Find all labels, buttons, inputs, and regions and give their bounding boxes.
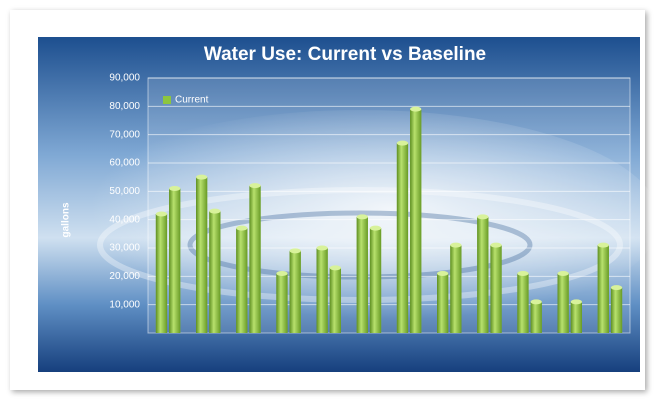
bar-shade [209,211,221,333]
bar-cap [356,214,368,220]
y-tick-label: 10,000 [109,299,140,310]
bar-cap [597,242,609,248]
bar-shade [369,228,382,333]
bar-cap [410,106,422,112]
bar-cap [249,183,261,189]
bar-cap [557,271,569,276]
y-tick-label: 50,000 [109,186,140,197]
bar-cap [155,211,168,217]
bar-shade [236,228,248,333]
bar-shade [196,177,208,333]
bar-shade [490,245,502,333]
y-tick-label: 60,000 [109,158,140,169]
bar-cap [236,225,248,231]
y-tick-label: 90,000 [109,73,140,84]
bar-cap [196,174,208,180]
bar-cap [530,299,542,305]
y-tick-label: 20,000 [109,271,140,282]
bar-shade [155,214,168,333]
bar-shade [557,273,569,333]
bar-cap [169,186,181,191]
bar-shade [276,273,288,333]
y-tick-label: 80,000 [109,101,140,112]
legend-label: Current [175,95,209,106]
bar-shade [356,216,368,333]
bar-cap [329,265,341,271]
bar-cap [570,299,582,305]
bar-shade [169,188,181,333]
bar-shade [597,245,609,333]
bar-shade [477,216,489,333]
bar-cap [610,285,623,291]
y-axis-label: gallons [61,202,72,237]
bar-shade [570,301,582,333]
bar-cap [490,242,502,248]
bar-cap [450,242,462,248]
y-tick-label: 40,000 [109,214,140,225]
bar-cap [209,208,221,214]
legend-swatch [163,96,171,104]
bar-cap [396,140,409,146]
bar-shade [396,143,409,333]
bar-cap [517,271,529,276]
bar-shade [610,287,623,333]
bar-shade [517,273,529,333]
bar-shade [249,185,261,333]
bar-cap [369,225,382,231]
bar-cap [437,271,449,276]
bar-cap [477,214,489,220]
bar-cap [276,271,288,276]
bar-cap [316,245,328,251]
bar-shade [410,109,422,334]
bar-cap [289,248,301,254]
bar-shade [316,248,328,333]
y-tick-label: 30,000 [109,243,140,254]
bar-shade [329,267,341,333]
bar-shade [437,273,449,333]
plot-area [147,77,631,334]
bar-shade [530,301,542,333]
chart-title: Water Use: Current vs Baseline [204,44,486,65]
y-tick-label: 70,000 [109,129,140,140]
bar-shade [289,250,301,333]
bar-shade [450,245,462,333]
